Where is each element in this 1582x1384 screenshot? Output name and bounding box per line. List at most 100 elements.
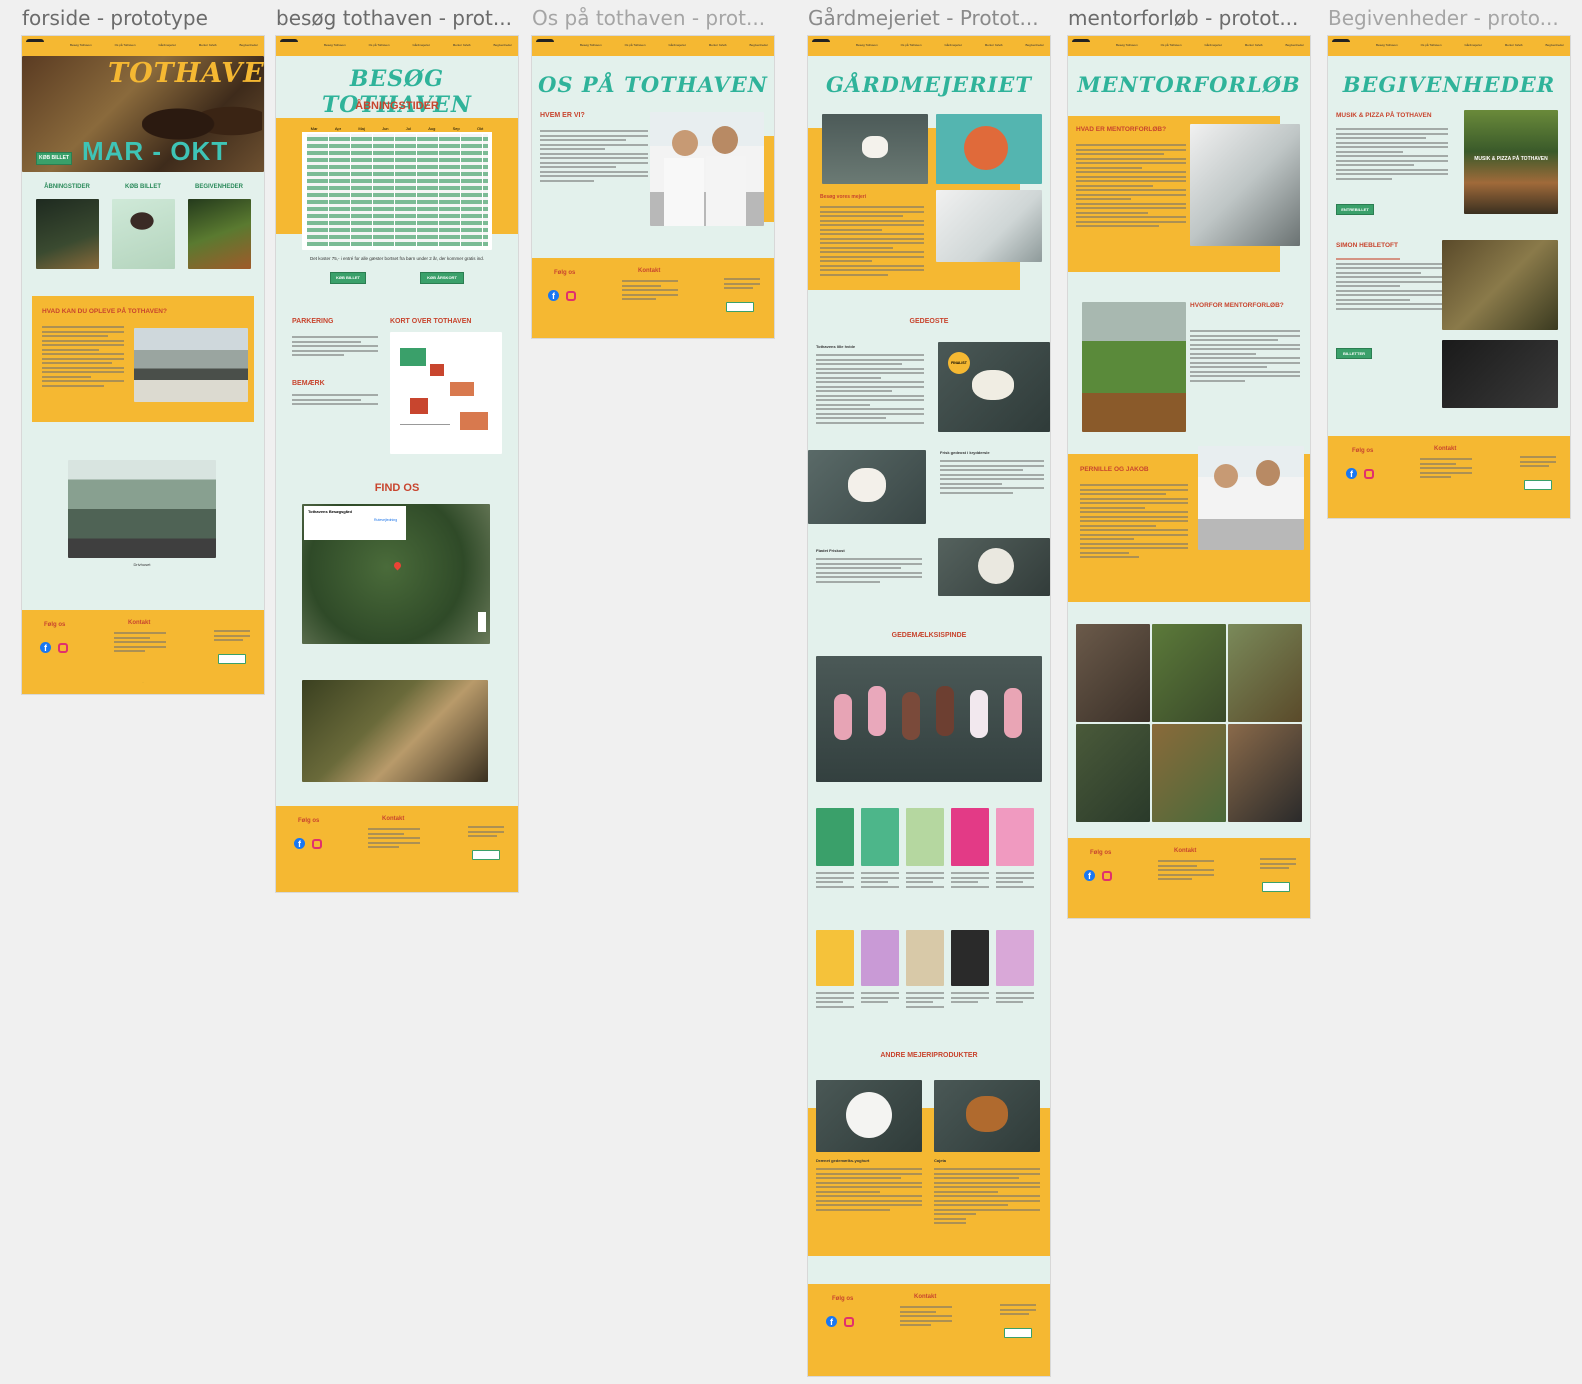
buy-yearcard-button[interactable]: KØB ÅRSKORT: [420, 272, 464, 284]
nav-link[interactable]: Mentor forløb: [1244, 43, 1263, 47]
frame-title-forside[interactable]: forside - prototype: [22, 6, 208, 30]
instagram-icon[interactable]: [58, 643, 68, 653]
frame-begiv[interactable]: Besøg Tothaven Os på Tothaven Gårdmejeri…: [1328, 36, 1570, 518]
nav-link[interactable]: Gårdmejeriet: [412, 43, 430, 47]
nav-link[interactable]: Mentor forløb: [452, 43, 471, 47]
map-route-link[interactable]: Rutevejledning: [374, 518, 398, 522]
gallery-photo[interactable]: [1152, 724, 1226, 822]
logo-icon[interactable]: [1072, 39, 1090, 55]
google-map[interactable]: Tothavens Besøgsgård Rutevejledning: [302, 504, 490, 644]
nav-link[interactable]: Begivenheder: [1545, 43, 1564, 47]
logo-icon[interactable]: [1332, 39, 1350, 55]
facebook-icon[interactable]: f: [826, 1316, 837, 1327]
nav-link[interactable]: Mentor forløb: [198, 43, 217, 47]
frame-title-besog[interactable]: besøg tothaven - prot...: [276, 6, 512, 30]
month-label: Sep: [452, 126, 460, 131]
event1-ticket-button[interactable]: ENTREBILLET: [1336, 204, 1374, 215]
nav-link[interactable]: Begivenheder: [749, 43, 768, 47]
facebook-icon[interactable]: f: [1346, 468, 1357, 479]
nav-link[interactable]: Os på Tothaven: [1160, 43, 1182, 47]
instagram-icon[interactable]: [566, 291, 576, 301]
instagram-icon[interactable]: [312, 839, 322, 849]
logo-icon[interactable]: [812, 39, 830, 55]
event2-video[interactable]: [1442, 340, 1558, 408]
frame-mejeri[interactable]: Besøg Tothaven Os på Tothaven Gårdmejeri…: [808, 36, 1050, 1376]
frame-title-begiv[interactable]: Begivenheder - proto...: [1328, 6, 1559, 30]
zoom-control[interactable]: [478, 612, 486, 632]
nav-link[interactable]: Gårdmejeriet: [668, 43, 686, 47]
nav-link[interactable]: Gårdmejeriet: [944, 43, 962, 47]
card-hours[interactable]: [36, 199, 99, 269]
buy-ticket-button[interactable]: KØB BILLET: [330, 272, 366, 284]
logo-icon[interactable]: [26, 39, 44, 55]
gallery-photo[interactable]: [1228, 724, 1302, 822]
nav-link[interactable]: Mentor forløb: [984, 43, 1003, 47]
finalist-badge: FINALIST: [948, 352, 970, 374]
nav-link[interactable]: Besøg Tothaven: [856, 43, 878, 47]
q2-heading: HVORFOR MENTORFORLØB?: [1190, 302, 1284, 309]
ispind-card[interactable]: [861, 930, 899, 986]
nav-link[interactable]: Os på Tothaven: [900, 43, 922, 47]
ispind-card[interactable]: [951, 930, 989, 986]
facebook-icon[interactable]: f: [548, 290, 559, 301]
map-place-name: Tothavens Besøgsgård: [308, 509, 352, 514]
instagram-icon[interactable]: [844, 1317, 854, 1327]
nav-link[interactable]: Os på Tothaven: [368, 43, 390, 47]
event2-heading: SIMON HEBLETOFT: [1336, 242, 1398, 249]
facebook-icon[interactable]: f: [1084, 870, 1095, 881]
nav-link[interactable]: Os på Tothaven: [1420, 43, 1442, 47]
frame-title-mejeri[interactable]: Gårdmejeriet - Protot...: [808, 6, 1039, 30]
nav-link[interactable]: Gårdmejeriet: [158, 43, 176, 47]
card-label: BEGIVENHEDER: [194, 184, 243, 190]
frame-forside[interactable]: Besøg Tothaven Os på Tothaven Gårdmejeri…: [22, 36, 264, 694]
nav-link[interactable]: Begivenheder: [1285, 43, 1304, 47]
follow-label: Følg os: [1090, 850, 1112, 856]
logo-icon[interactable]: [280, 39, 298, 55]
video-kids[interactable]: [302, 680, 488, 782]
nav-link[interactable]: Besøg Tothaven: [324, 43, 346, 47]
contact-label: Kontakt: [1174, 848, 1197, 854]
frame-os[interactable]: Besøg Tothaven Os på Tothaven Gårdmejeri…: [532, 36, 774, 338]
nav-link[interactable]: Mentor forløb: [708, 43, 727, 47]
ispind-card[interactable]: [861, 808, 899, 866]
event2-ticket-button[interactable]: BILLETTER: [1336, 348, 1372, 359]
facebook-icon[interactable]: f: [40, 642, 51, 653]
nav-link[interactable]: Gårdmejeriet: [1464, 43, 1482, 47]
instagram-icon[interactable]: [1364, 469, 1374, 479]
ispind-card[interactable]: [906, 930, 944, 986]
ispind-card[interactable]: [816, 808, 854, 866]
ispind-card[interactable]: [906, 808, 944, 866]
frame-title-mentor[interactable]: mentorforløb - protot...: [1068, 6, 1299, 30]
nav-link[interactable]: Besøg Tothaven: [580, 43, 602, 47]
nav-link[interactable]: Begivenheder: [493, 43, 512, 47]
gallery-photo[interactable]: [1228, 624, 1302, 722]
nav-link[interactable]: Begivenheder: [1025, 43, 1044, 47]
instagram-icon[interactable]: [1102, 871, 1112, 881]
hero-buy-button[interactable]: KØB BILLET: [36, 152, 72, 165]
facebook-icon[interactable]: f: [294, 838, 305, 849]
nav-link[interactable]: Os på Tothaven: [624, 43, 646, 47]
ispind-card[interactable]: [996, 808, 1034, 866]
gallery-photo[interactable]: [1076, 624, 1150, 722]
nav-link[interactable]: Gårdmejeriet: [1204, 43, 1222, 47]
ispind-card[interactable]: [816, 930, 854, 986]
farm-map[interactable]: [390, 332, 502, 454]
nav-link[interactable]: Besøg Tothaven: [1376, 43, 1398, 47]
frame-besog[interactable]: Besøg Tothaven Os på Tothaven Gårdmejeri…: [276, 36, 518, 892]
gallery-photo[interactable]: [1076, 724, 1150, 822]
gedeoste-heading: GEDEOSTE: [909, 318, 949, 325]
nav-link[interactable]: Besøg Tothaven: [70, 43, 92, 47]
frame-mentor[interactable]: Besøg Tothaven Os på Tothaven Gårdmejeri…: [1068, 36, 1310, 918]
card-events[interactable]: [188, 199, 251, 269]
ispind-card[interactable]: [951, 808, 989, 866]
event1-poster[interactable]: MUSIK & PIZZA PÅ TOTHAVEN: [1464, 110, 1558, 214]
nav-link[interactable]: Besøg Tothaven: [1116, 43, 1138, 47]
month-label: Jun: [382, 126, 389, 131]
nav-link[interactable]: Mentor forløb: [1504, 43, 1523, 47]
ispind-card[interactable]: [996, 930, 1034, 986]
gallery-photo[interactable]: [1152, 624, 1226, 722]
frame-title-os[interactable]: Os på tothaven - prot...: [532, 6, 766, 30]
nav-link[interactable]: Os på Tothaven: [114, 43, 136, 47]
nav-link[interactable]: Begivenheder: [239, 43, 258, 47]
logo-icon[interactable]: [536, 39, 554, 55]
